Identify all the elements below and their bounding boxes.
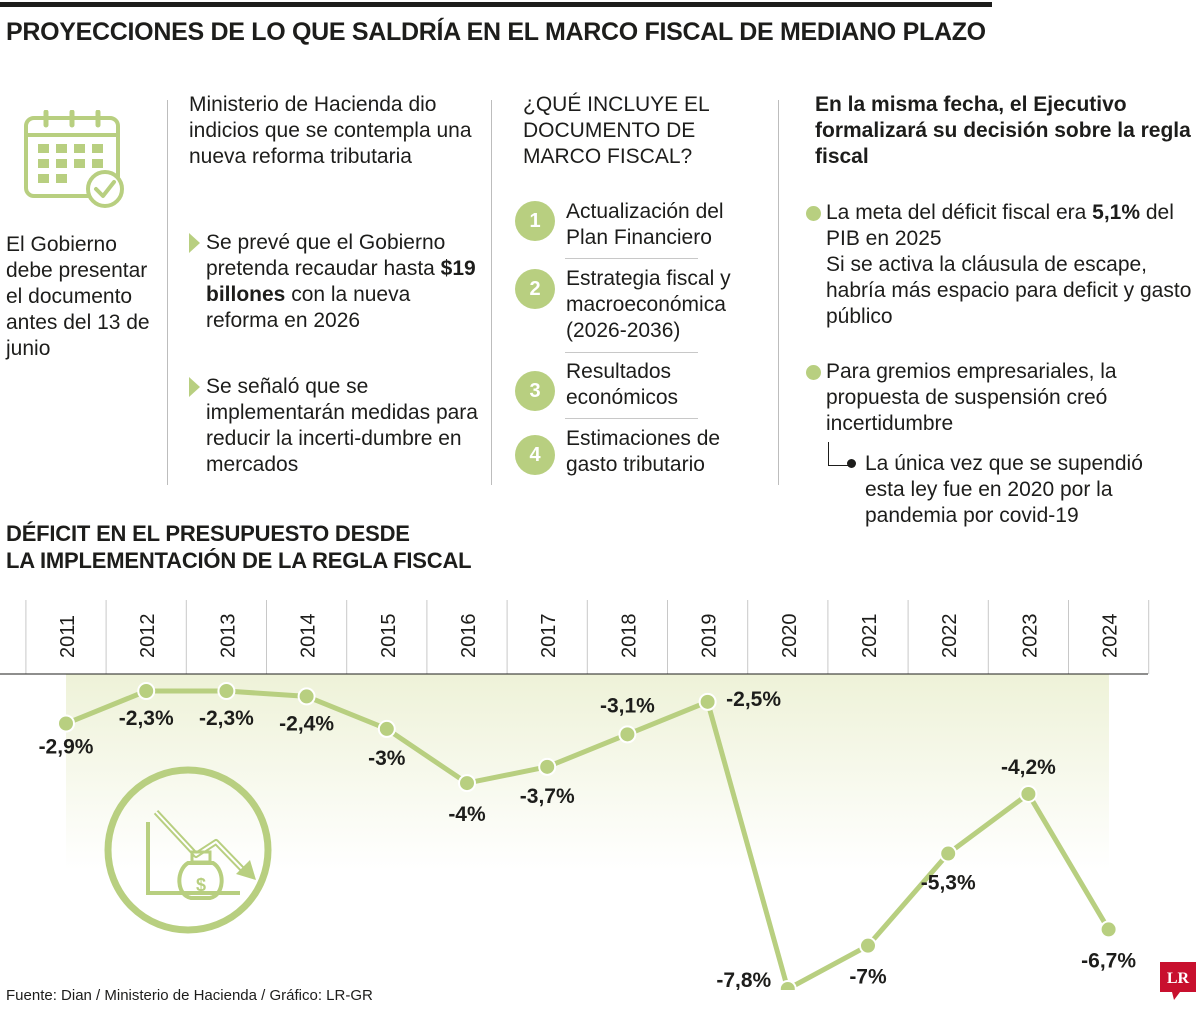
money-bag-decline-chart-icon: $ bbox=[104, 766, 272, 934]
data-point bbox=[939, 844, 958, 863]
data-label: -3,1% bbox=[600, 694, 655, 717]
data-point bbox=[538, 757, 557, 776]
data-point bbox=[297, 687, 316, 706]
deficit-series-line bbox=[65, 688, 1111, 990]
list-item-text: Estrategia fiscal y macroeconómica (2026… bbox=[566, 267, 731, 342]
data-point bbox=[778, 980, 797, 990]
data-point bbox=[1099, 920, 1118, 939]
data-label: -7% bbox=[849, 966, 887, 989]
data-label: -6,7% bbox=[1081, 949, 1136, 972]
data-label: -7,8% bbox=[716, 969, 771, 990]
number-badge: 3 bbox=[515, 371, 555, 411]
number-badge: 2 bbox=[515, 269, 555, 309]
calendar-check-icon bbox=[24, 110, 124, 208]
dot-bullet-icon bbox=[806, 365, 821, 380]
data-point bbox=[137, 682, 156, 700]
x-tick-label: 2024 bbox=[1100, 614, 1122, 659]
x-tick-label: 2011 bbox=[57, 615, 79, 658]
data-point bbox=[1019, 784, 1038, 803]
data-label: -2,5% bbox=[726, 688, 781, 711]
lr-logo: LR bbox=[1160, 962, 1196, 1000]
deadline-text: El Gobierno debe presentar el documento … bbox=[6, 233, 150, 360]
business-item: Para gremios empresariales, la propuesta… bbox=[804, 359, 1194, 437]
number-badge: 1 bbox=[515, 201, 555, 241]
fiscal-rule-heading: En la misma fecha, el Ejecutivo formaliz… bbox=[815, 93, 1191, 168]
sub-item-connector bbox=[828, 442, 849, 466]
reform-bullet: Se prevé que el Gobierno pretenda recaud… bbox=[189, 230, 479, 334]
x-tick-label: 2013 bbox=[217, 614, 239, 659]
top-rule bbox=[0, 2, 992, 7]
column-divider bbox=[167, 100, 168, 485]
data-label: -3% bbox=[368, 747, 406, 770]
data-point bbox=[698, 692, 717, 711]
data-label: -4,2% bbox=[1001, 756, 1056, 779]
data-label: -2,3% bbox=[199, 707, 254, 730]
x-tick-label: 2021 bbox=[859, 614, 881, 659]
data-point bbox=[618, 725, 637, 744]
column-divider bbox=[778, 100, 779, 485]
page-title: PROYECCIONES DE LO QUE SALDRÍA EN EL MAR… bbox=[6, 18, 986, 46]
x-tick-label: 2017 bbox=[538, 614, 560, 659]
list-item-text: Actualización del Plan Financiero bbox=[566, 200, 724, 249]
x-tick-label: 2022 bbox=[939, 614, 961, 659]
document-heading: ¿QUÉ INCLUYE EL DOCUMENTO DE MARCO FISCA… bbox=[523, 93, 709, 168]
triangle-bullet-icon bbox=[189, 377, 200, 397]
measures-bullet: Se señaló que se implementarán medidas p… bbox=[189, 374, 479, 478]
data-point bbox=[377, 719, 396, 738]
dot-bullet-icon bbox=[806, 206, 821, 221]
list-item-text: Estimaciones de gasto tributario bbox=[566, 427, 721, 476]
number-badge: 4 bbox=[515, 435, 555, 475]
divider bbox=[565, 418, 698, 419]
x-tick-label: 2014 bbox=[298, 614, 320, 659]
data-point bbox=[458, 774, 476, 793]
x-tick-label: 2019 bbox=[699, 614, 721, 659]
x-tick-label: 2023 bbox=[1019, 614, 1041, 659]
data-label: -2,9% bbox=[39, 736, 94, 759]
covid-suspension-text: La única vez que se supendió esta ley fu… bbox=[865, 452, 1143, 527]
source-note: Fuente: Dian / Ministerio de Hacienda / … bbox=[6, 987, 373, 1004]
deficit-goal-item: La meta del déficit fiscal era 5,1% del … bbox=[804, 200, 1194, 330]
data-label: -4% bbox=[448, 803, 486, 826]
svg-text:$: $ bbox=[196, 875, 206, 895]
data-point bbox=[57, 714, 75, 733]
x-tick-label: 2016 bbox=[458, 614, 480, 659]
data-label: -3,7% bbox=[520, 785, 575, 808]
x-tick-label: 2015 bbox=[378, 614, 400, 659]
x-tick-label: 2018 bbox=[618, 614, 640, 659]
x-tick-label: 2012 bbox=[137, 614, 159, 659]
data-label: -2,3% bbox=[119, 707, 174, 730]
x-tick-label: 2020 bbox=[779, 614, 801, 659]
triangle-bullet-icon bbox=[189, 233, 200, 253]
chart-title: DÉFICIT EN EL PRESUPUESTO DESDE LA IMPLE… bbox=[6, 521, 472, 573]
deficit-line-chart: $ 2011 2012 2013 2014 2015 2016 2017 2018 2019 20… bbox=[0, 600, 1150, 990]
data-point bbox=[217, 682, 236, 700]
data-label: -5,3% bbox=[921, 872, 976, 895]
svg-text:LR: LR bbox=[1167, 970, 1190, 987]
data-point bbox=[859, 936, 877, 955]
hacienda-heading: Ministerio de Hacienda dio indicios que … bbox=[189, 93, 472, 168]
divider bbox=[565, 258, 698, 259]
list-item-text: Resultados económicos bbox=[566, 360, 679, 409]
divider bbox=[565, 352, 698, 353]
data-label: -2,4% bbox=[279, 712, 334, 735]
column-divider bbox=[491, 100, 492, 485]
dot-bullet-icon bbox=[847, 459, 856, 468]
chart-area-fill bbox=[66, 674, 1109, 870]
